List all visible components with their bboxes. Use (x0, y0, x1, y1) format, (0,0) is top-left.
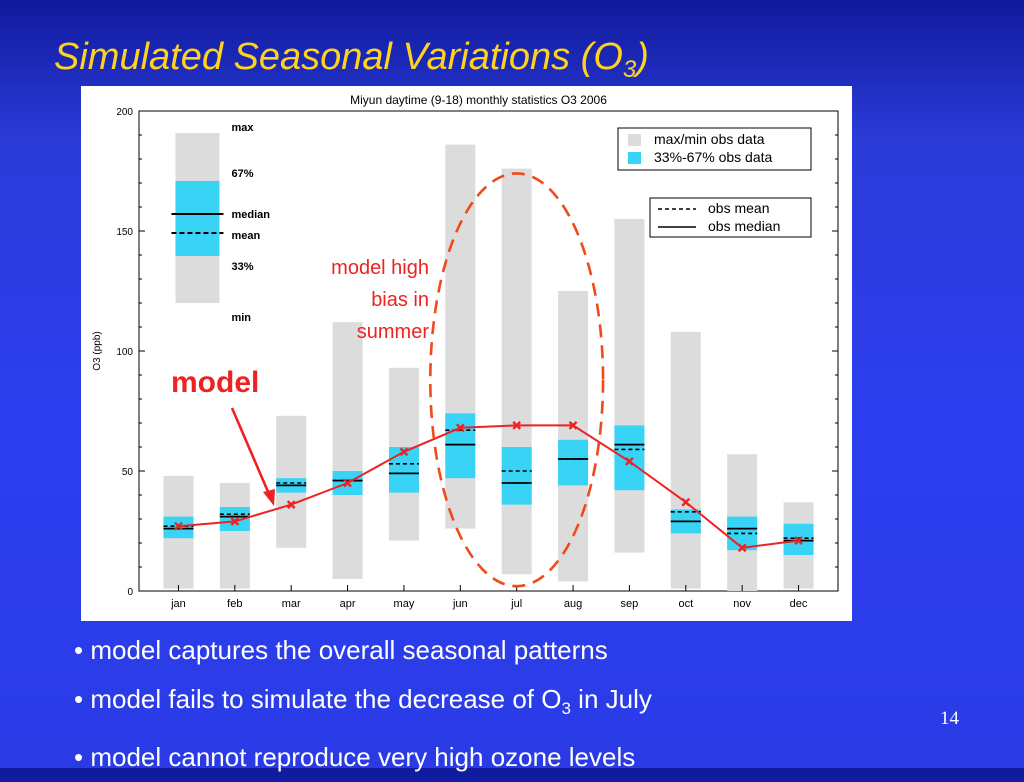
range-bar-sep (614, 219, 645, 553)
bullet-subscript: 3 (561, 699, 571, 718)
key-label-33: 33% (231, 261, 253, 273)
bias-annotation-line: summer (357, 321, 430, 343)
iqr-bar-jul (501, 447, 532, 505)
key-label-mean: mean (231, 230, 260, 242)
bullet-text: model fails to simulate the decrease of … (90, 684, 562, 714)
chart-panel: 0 50 100 150 200 O3 (ppb) Miyun daytime (9-18)… (81, 86, 852, 621)
page-number: 14 (940, 708, 959, 729)
model-point-sep (625, 457, 634, 466)
legend-lines-box (649, 197, 812, 238)
iqr-bar-aug (558, 439, 589, 486)
x-tick-label: apr (340, 598, 356, 610)
bullet-marker: • (74, 635, 84, 665)
y-tick-label: 50 (122, 467, 134, 478)
slide-title: Simulated Seasonal Variations (O3) (54, 36, 649, 84)
range-bar-jul (501, 168, 532, 575)
x-tick-label: oct (678, 598, 693, 610)
x-tick-label: may (394, 598, 415, 610)
y-axis-label: O3 (ppb) (92, 331, 103, 370)
model-point-feb (230, 517, 240, 526)
bullet-item: • model cannot reproduce very high ozone… (74, 733, 652, 782)
x-tick-label: aug (564, 598, 582, 610)
chart-title: Miyun daytime (9-18) monthly statistics … (350, 93, 607, 107)
iqr-bar-jun (445, 413, 476, 479)
bullet-marker: • (74, 684, 84, 714)
x-tick-label: jan (170, 598, 186, 610)
model-point-nov (737, 543, 747, 553)
model-point-aug (568, 421, 578, 430)
model-point-dec (794, 536, 803, 545)
key-label-67: 67% (231, 168, 253, 180)
model-annotation-arrow-head (263, 489, 275, 506)
summer-highlight-ellipse (429, 172, 605, 588)
key-label-max: max (231, 122, 254, 134)
model-point-apr (343, 478, 352, 488)
range-bar-oct (670, 331, 701, 589)
bullet-text-after: in July (570, 684, 652, 714)
legend-range-swatch (628, 134, 641, 146)
slide-title-text: Simulated Seasonal Variations (O (54, 36, 623, 78)
key-label-median: median (231, 209, 270, 221)
bias-annotation-line: bias in (371, 289, 429, 311)
x-tick-label: mar (282, 598, 301, 610)
bullet-item: • model captures the overall seasonal pa… (74, 626, 652, 675)
bullet-list: • model captures the overall seasonal pa… (74, 626, 652, 782)
bullet-text: model cannot reproduce very high ozone l… (90, 742, 636, 772)
x-tick-label: feb (227, 598, 242, 610)
range-bar-apr (332, 322, 363, 579)
model-point-jun (455, 423, 465, 433)
legend-iqr-swatch (628, 152, 641, 164)
key-iqr-bar (175, 181, 220, 256)
bullet-marker: • (74, 742, 84, 772)
model-point-oct (681, 497, 691, 507)
y-tick-label: 100 (116, 347, 133, 358)
y-tick-label: 0 (127, 587, 133, 598)
model-point-mar (286, 500, 296, 509)
model-point-jan (174, 521, 183, 531)
model-point-jul (512, 421, 522, 430)
x-tick-label: nov (733, 598, 751, 610)
range-bar-feb (219, 483, 250, 589)
legend-obs-box (617, 127, 812, 171)
bullet-item: • model fails to simulate the decrease o… (74, 675, 652, 733)
legend-median-label: obs median (708, 218, 780, 234)
x-tick-label: sep (621, 598, 639, 610)
legend-range-label: max/min obs data (654, 131, 765, 147)
bullet-text: model captures the overall seasonal patt… (90, 635, 608, 665)
key-label-min: min (231, 312, 251, 324)
legend-iqr-label: 33%-67% obs data (654, 149, 773, 165)
model-annotation-label: model (171, 366, 259, 399)
model-point-may (399, 447, 409, 457)
slide-title-end: ) (636, 36, 649, 78)
bias-annotation-line: model high (331, 257, 429, 279)
iqr-bar-sep (614, 425, 645, 491)
model-annotation-arrow-shaft (230, 407, 271, 495)
x-tick-label: jun (452, 598, 468, 610)
legend-mean-label: obs mean (708, 200, 769, 216)
x-tick-label: jul (510, 598, 522, 610)
y-tick-label: 150 (116, 227, 133, 238)
range-bar-aug (558, 291, 589, 582)
model-series-line (178, 424, 799, 549)
y-tick-label: 200 (116, 107, 133, 118)
iqr-bar-may (388, 447, 419, 493)
slide-title-subscript: 3 (622, 56, 637, 83)
x-tick-label: dec (790, 598, 808, 610)
ozone-chart: 0 50 100 150 200 O3 (ppb) Miyun daytime (9-18)… (92, 93, 839, 610)
